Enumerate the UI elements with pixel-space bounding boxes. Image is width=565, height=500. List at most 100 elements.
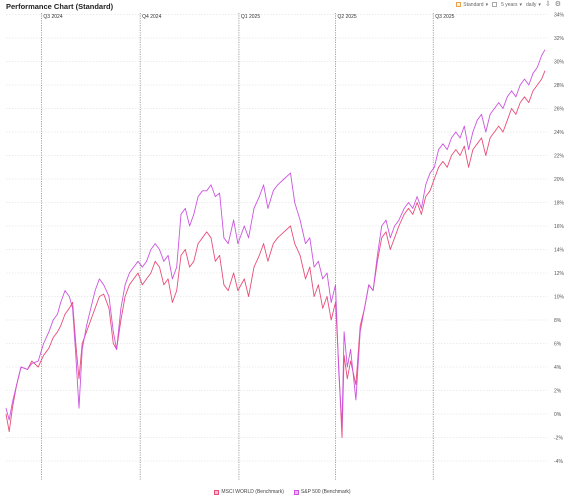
data-point [412,208,414,209]
standard-toggle[interactable]: Standard ▾ [456,2,488,8]
data-point [394,237,395,239]
data-point [180,255,182,256]
data-point [68,296,70,297]
data-point [519,84,521,86]
gear-icon[interactable]: ⚙ [554,1,561,8]
data-point [176,290,178,291]
data-point [506,119,508,121]
data-point [335,284,336,286]
data-point [394,225,395,227]
data-point [322,278,324,280]
data-point [389,237,391,239]
data-point [528,102,530,103]
legend-item-sp500[interactable]: S&P 500 (Benchmark) [293,489,351,495]
data-point [532,90,534,92]
compare-checkbox[interactable] [492,2,498,7]
data-point [541,78,542,80]
data-point [176,266,178,268]
data-point [459,137,461,139]
data-point [197,243,199,244]
data-point [86,331,87,333]
data-point [541,55,542,56]
data-point [75,354,77,356]
data-point [72,307,73,309]
data-point [515,114,517,115]
data-point [485,131,487,133]
data-point [90,307,92,309]
y-tick-label: 10% [554,294,565,300]
data-point [172,302,173,303]
standard-checkbox[interactable] [456,2,462,7]
data-point [108,296,110,297]
data-point [124,296,126,297]
data-point [258,255,260,256]
data-point [515,96,517,98]
data-point [398,219,400,221]
data-point [359,331,361,333]
data-point [8,419,10,421]
quarter-label: Q4 2024 [142,14,161,20]
data-point [108,307,110,309]
download-icon[interactable]: ⇩ [544,1,551,8]
data-point [20,366,22,368]
y-tick-label: 12% [554,271,565,277]
data-point [167,255,169,256]
data-point [506,96,508,98]
period-select[interactable]: 5 years ▾ [501,2,522,8]
data-point [346,366,348,368]
data-point [189,225,190,227]
data-point [472,131,474,133]
data-point [341,437,343,438]
data-point [305,243,306,244]
data-point [494,108,495,109]
data-point [421,208,422,209]
data-point [368,284,370,286]
data-point [167,278,169,280]
y-axis-labels: -4% -2% 0% 2% 4% 6% 8% 10% 12% 14% 16% 18% 20% 22% 24%… [554,12,565,464]
data-point [498,102,500,103]
data-point [146,278,147,280]
legend-swatch-sp500 [293,489,299,495]
data-point [326,272,328,274]
data-point [451,137,452,139]
quarter-label: Q3 2025 [435,14,454,20]
data-point [263,184,264,186]
series-line-1 [5,49,546,427]
data-point [389,249,391,250]
quarter-label: Q1 2025 [241,14,260,20]
data-point [133,278,135,280]
data-point [355,384,357,385]
data-point [385,231,387,233]
data-point [37,360,39,362]
data-point [189,266,190,268]
data-point [421,213,422,215]
quarter-layer: Q3 2024 Q4 2024 Q1 2025 Q2 2025 Q3 2025 [41,13,455,480]
data-point [31,360,33,362]
data-point [223,284,225,286]
grid-layer [6,14,547,462]
data-point [425,196,427,197]
data-point [485,155,487,156]
data-point [524,96,525,98]
data-point [52,337,54,338]
data-point [502,131,504,133]
chevron-down-icon: ▾ [519,1,523,8]
legend-item-msci[interactable]: MSCI WORLD (Benchmark) [214,489,284,495]
data-point [498,125,500,127]
data-point [57,313,58,315]
data-point [94,307,96,309]
data-point [81,343,83,344]
data-point [243,278,245,280]
data-point [277,184,278,186]
data-point [184,249,186,250]
data-point [355,399,357,401]
interval-select[interactable]: daily ▾ [526,2,541,8]
data-point [116,349,117,350]
legend-label-msci: MSCI WORLD (Benchmark) [221,489,284,495]
data-point [258,196,260,197]
data-point [86,325,87,327]
data-point [290,172,291,174]
data-point [12,401,13,403]
data-point [377,255,378,256]
